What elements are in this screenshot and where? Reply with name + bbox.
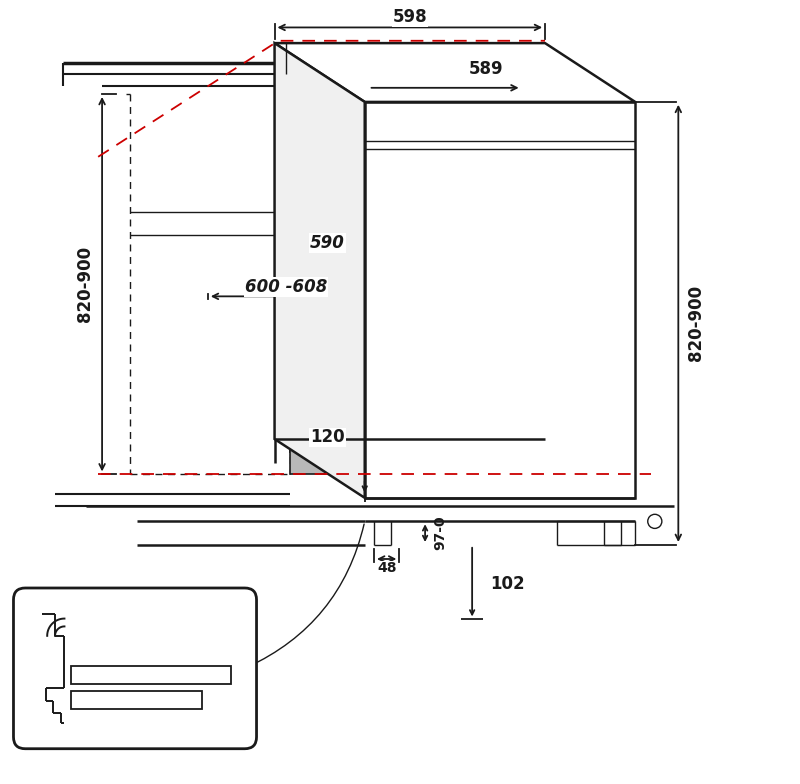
Polygon shape: [274, 43, 635, 102]
Polygon shape: [274, 43, 365, 498]
Text: 102: 102: [490, 575, 525, 593]
Text: 589: 589: [469, 60, 503, 78]
Text: 48: 48: [377, 561, 397, 575]
Circle shape: [648, 514, 662, 528]
Text: 598: 598: [393, 9, 427, 26]
Text: 600 -608: 600 -608: [245, 278, 327, 296]
Text: 97-0: 97-0: [434, 516, 448, 550]
Bar: [70, 666, 230, 684]
Text: 820-900: 820-900: [687, 285, 706, 361]
Bar: [70, 691, 202, 709]
Text: 590: 590: [310, 234, 345, 252]
Text: 820-900: 820-900: [76, 246, 94, 322]
Bar: [365, 102, 635, 498]
Polygon shape: [290, 94, 365, 474]
Text: 572.5: 572.5: [124, 601, 177, 619]
Text: 120: 120: [310, 429, 345, 446]
FancyBboxPatch shape: [14, 588, 257, 749]
